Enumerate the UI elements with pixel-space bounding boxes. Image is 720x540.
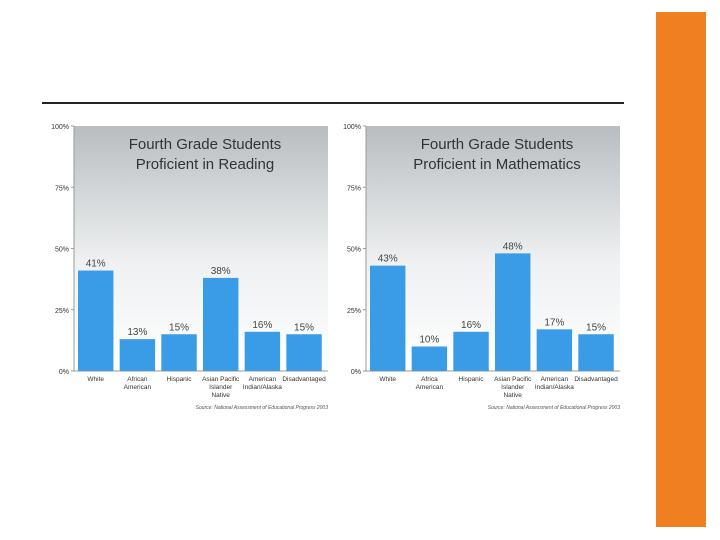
bar: [453, 331, 489, 371]
bar: [286, 334, 322, 371]
x-tick-label: Asian Pacific: [494, 376, 532, 383]
y-tick-label: 75%: [347, 185, 361, 192]
x-tick-label: American: [249, 376, 277, 383]
x-tick-label: Hispanic: [167, 376, 193, 383]
bar-value-label: 43%: [378, 254, 398, 265]
y-tick-label: 0%: [351, 369, 361, 376]
x-tick-label: Native: [211, 392, 230, 399]
y-tick-label: 50%: [347, 247, 361, 254]
x-tick-label: American: [541, 376, 569, 383]
chart-svg: 0% 25% 50% 75% 100% Fourth Grade Students Prof…: [51, 124, 329, 411]
bar: [119, 339, 156, 371]
bar-value-label: 16%: [461, 320, 481, 331]
y-tick-label: 100%: [343, 124, 361, 131]
bar-value-label: 15%: [586, 322, 606, 333]
x-tick-label: White: [87, 376, 104, 383]
bar: [578, 334, 614, 371]
bar-value-label: 10%: [419, 335, 439, 346]
bar: [495, 253, 531, 371]
bar-value-label: 15%: [169, 322, 189, 333]
accent-side-bar: [656, 12, 706, 527]
y-tick-label: 25%: [55, 308, 69, 315]
bar-value-label: 16%: [252, 320, 272, 331]
x-tick-label: Disadvantaged: [574, 376, 618, 383]
math-proficiency-chart: 0% 25% 50% 75% 100% Fourth Grade Students Prof…: [332, 116, 622, 416]
bar: [203, 277, 239, 371]
chart-title-line: Proficient in Mathematics: [413, 156, 581, 173]
y-tick-label: 75%: [55, 185, 69, 192]
bar-value-label: 48%: [503, 241, 523, 252]
x-tick-label: White: [379, 376, 396, 383]
x-tick-label: Indian/Alaska: [243, 384, 282, 391]
x-tick-label: Islander: [501, 384, 525, 391]
y-tick-label: 100%: [51, 124, 69, 131]
plot-background: [366, 126, 620, 371]
bar: [244, 331, 281, 371]
source-note: Source: National Assessment of Education…: [196, 405, 329, 411]
x-tick-label: Islander: [209, 384, 233, 391]
bar: [370, 265, 406, 371]
bar-value-label: 17%: [544, 317, 564, 328]
reading-proficiency-chart: 0% 25% 50% 75% 100% Fourth Grade Students Prof…: [40, 116, 330, 416]
chart-title-line: Fourth Grade Students: [129, 136, 282, 153]
bar-value-label: 15%: [294, 322, 314, 333]
x-tick-label: African: [127, 376, 148, 383]
chart-title-line: Fourth Grade Students: [421, 136, 574, 153]
y-tick-label: 50%: [55, 247, 69, 254]
bar-value-label: 13%: [127, 327, 147, 338]
bar-value-label: 41%: [86, 259, 106, 270]
x-tick-label: Africa: [421, 376, 438, 383]
top-divider: [42, 102, 624, 104]
x-tick-label: Hispanic: [459, 376, 485, 383]
bar: [161, 334, 197, 371]
x-tick-label: Asian Pacific: [202, 376, 240, 383]
x-tick-label: American: [124, 384, 152, 391]
bar: [411, 346, 448, 371]
chart-svg: 0% 25% 50% 75% 100% Fourth Grade Students Prof…: [343, 124, 621, 411]
x-tick-label: American: [416, 384, 444, 391]
bar-value-label: 38%: [211, 266, 231, 277]
chart-title-line: Proficient in Reading: [136, 156, 274, 173]
bar: [536, 329, 573, 371]
x-tick-label: Indian/Alaska: [535, 384, 574, 391]
source-note: Source: National Assessment of Education…: [488, 405, 621, 411]
x-tick-label: Disadvantaged: [282, 376, 326, 383]
y-tick-label: 0%: [59, 369, 69, 376]
bar: [78, 270, 114, 371]
plot-background: [74, 126, 328, 371]
y-tick-label: 25%: [347, 308, 361, 315]
x-tick-label: Native: [503, 392, 522, 399]
